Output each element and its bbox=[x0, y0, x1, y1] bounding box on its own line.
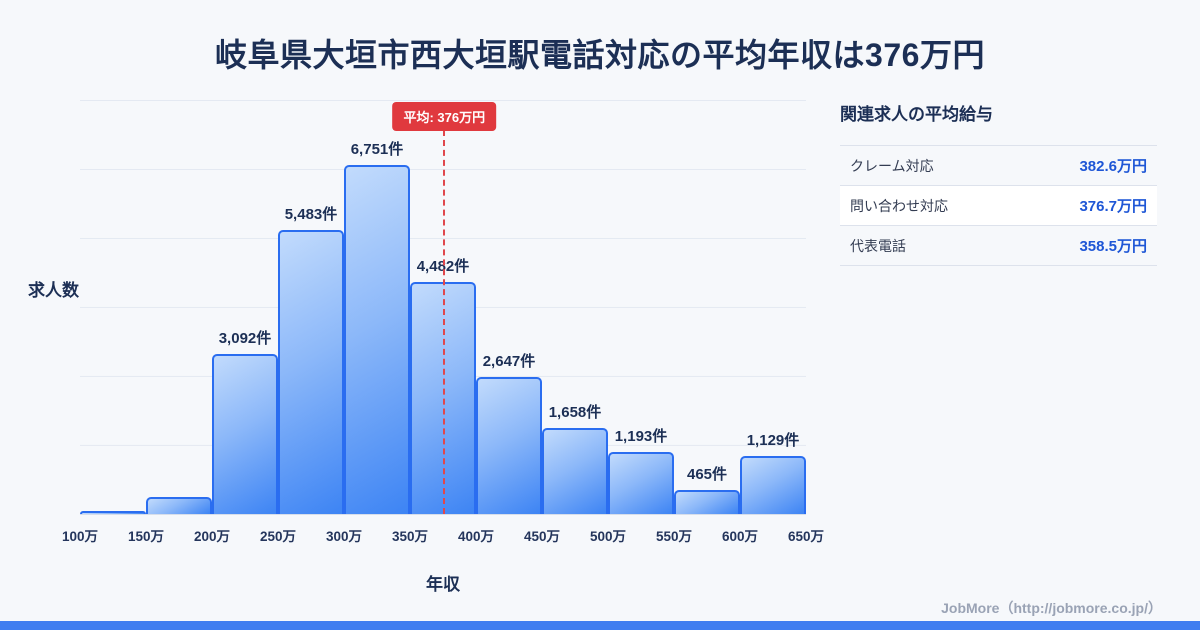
histogram-bars: 3,092件 5,483件 6,751件 4,482件 2,647件 1,658件 1,19… bbox=[80, 100, 806, 514]
bar-value-label: 5,483件 bbox=[284, 206, 338, 224]
bar-value-label: 2,647件 bbox=[482, 353, 536, 371]
x-axis-tick: 250万 bbox=[259, 529, 297, 544]
bar-column bbox=[146, 100, 212, 514]
related-job-value: 376.7万円 bbox=[1079, 198, 1147, 215]
bar-column: 1,658件 bbox=[542, 100, 608, 514]
related-job-label: 代表電話 bbox=[850, 237, 906, 254]
histogram-bar bbox=[740, 455, 806, 514]
bar-column: 5,483件 bbox=[278, 100, 344, 514]
bar-column: 2,647件 bbox=[476, 100, 542, 514]
histogram-bar bbox=[542, 428, 608, 514]
x-axis-ticks: 100万 150万 200万 250万 300万 350万 400万 450万 500万 550万… bbox=[62, 525, 824, 545]
bar-column: 6,751件 bbox=[344, 100, 410, 514]
bar-column: 1,193件 bbox=[608, 100, 674, 514]
histogram-bar bbox=[608, 452, 674, 514]
related-job-label: クレーム対応 bbox=[850, 157, 934, 174]
x-axis-tick: 400万 bbox=[457, 529, 495, 544]
x-axis-tick: 500万 bbox=[589, 529, 627, 544]
x-axis-tick: 150万 bbox=[127, 529, 165, 544]
bar-column: 465件 bbox=[674, 100, 740, 514]
y-axis-label: 求人数 bbox=[28, 281, 79, 300]
histogram-bar bbox=[146, 496, 212, 514]
histogram-bar bbox=[212, 354, 278, 514]
related-job-row: 問い合わせ対応 376.7万円 bbox=[840, 185, 1157, 225]
x-axis-label: 年収 bbox=[426, 575, 460, 594]
average-badge: 平均: 376万円 bbox=[392, 102, 497, 131]
related-jobs-panel: 関連求人の平均給与 クレーム対応 382.6万円問い合わせ対応 376.7万円代表電… bbox=[840, 100, 1157, 266]
bar-value-label: 465件 bbox=[686, 465, 728, 483]
bar-value-label: 1,129件 bbox=[746, 431, 800, 449]
x-axis-tick: 650万 bbox=[787, 529, 825, 544]
related-job-value: 382.6万円 bbox=[1079, 158, 1147, 175]
x-axis-tick: 600万 bbox=[721, 529, 759, 544]
bar-column: 4,482件 bbox=[410, 100, 476, 514]
related-jobs-table: クレーム対応 382.6万円問い合わせ対応 376.7万円代表電話 358.5万円 bbox=[840, 145, 1157, 266]
x-axis-tick: 450万 bbox=[523, 529, 561, 544]
page-title: 岐阜県大垣市西大垣駅電話対応の平均年収は376万円 bbox=[215, 37, 985, 73]
x-axis-tick: 550万 bbox=[655, 529, 693, 544]
x-axis-tick: 350万 bbox=[391, 529, 429, 544]
histogram-bar bbox=[344, 164, 410, 514]
bottom-accent-bar bbox=[0, 621, 1200, 630]
x-axis-tick: 300万 bbox=[325, 529, 363, 544]
histogram-bar bbox=[476, 377, 542, 514]
average-dashed-line bbox=[443, 130, 446, 514]
bar-column: 3,092件 bbox=[212, 100, 278, 514]
x-axis-tick: 200万 bbox=[193, 529, 231, 544]
related-job-label: 問い合わせ対応 bbox=[850, 197, 948, 214]
histogram-bar bbox=[278, 230, 344, 514]
related-jobs-title: 関連求人の平均給与 bbox=[840, 105, 993, 124]
bar-value-label: 3,092件 bbox=[218, 330, 272, 347]
histogram-bar bbox=[410, 282, 476, 514]
related-job-value: 358.5万円 bbox=[1079, 238, 1147, 255]
x-axis-tick: 100万 bbox=[61, 529, 99, 544]
histogram-bar bbox=[80, 511, 146, 514]
related-job-row: 代表電話 358.5万円 bbox=[840, 225, 1157, 266]
bar-value-label: 4,482件 bbox=[416, 258, 470, 276]
bar-value-label: 6,751件 bbox=[350, 140, 404, 158]
bar-column bbox=[80, 100, 146, 514]
related-job-row: クレーム対応 382.6万円 bbox=[840, 145, 1157, 185]
histogram-bar bbox=[674, 489, 740, 514]
bar-value-label: 1,193件 bbox=[614, 428, 668, 446]
histogram-plot-area: 3,092件 5,483件 6,751件 4,482件 2,647件 1,658件 1,19… bbox=[80, 100, 806, 515]
bar-value-label: 1,658件 bbox=[548, 404, 602, 422]
bar-column: 1,129件 bbox=[740, 100, 806, 514]
site-credit: JobMore（http://jobmore.co.jp/） bbox=[941, 600, 1162, 616]
